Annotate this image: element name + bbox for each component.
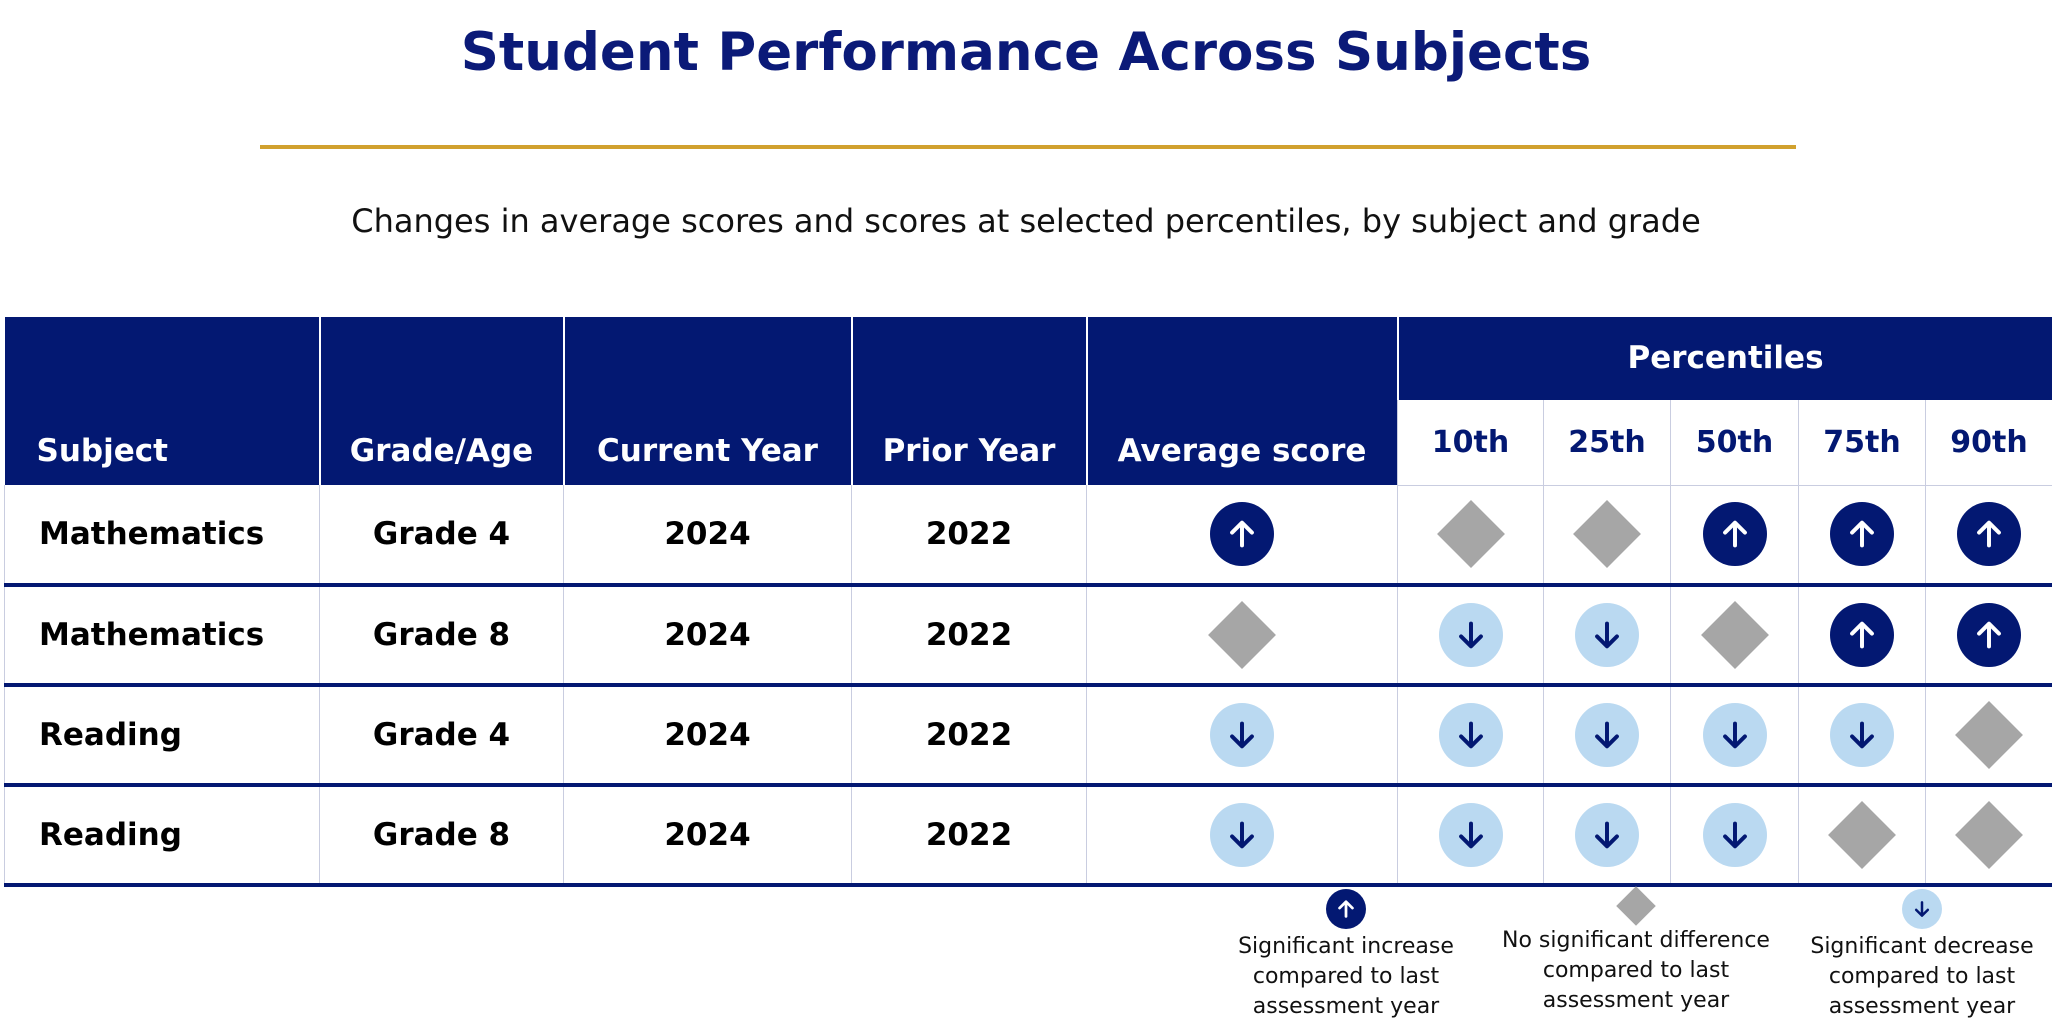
cell-average-score (1087, 785, 1398, 885)
arrow-up-icon (1830, 502, 1894, 566)
page-title: Student Performance Across Subjects (0, 22, 2052, 83)
arrow-down-icon (1575, 603, 1639, 667)
cell-p50 (1671, 485, 1799, 585)
cell-p25 (1544, 785, 1671, 885)
header-p25: 25th (1544, 400, 1671, 485)
cell-p50 (1671, 785, 1799, 885)
header-p10: 10th (1398, 400, 1544, 485)
cell-p75 (1799, 485, 1926, 585)
header-grade: Grade/Age (320, 317, 564, 485)
arrow-up-icon (1210, 502, 1274, 566)
legend-decrease: Significant decrease compared to last as… (1810, 886, 2034, 1022)
cell-p10 (1398, 785, 1544, 885)
arrow-up-icon (1326, 889, 1366, 929)
cell-prior-year: 2022 (852, 785, 1087, 885)
header-p75: 75th (1799, 400, 1926, 485)
cell-subject: Reading (5, 785, 320, 885)
cell-p75 (1799, 585, 1926, 685)
legend-decrease-label: Significant decrease compared to last as… (1810, 932, 2034, 1022)
page-subtitle: Changes in average scores and scores at … (0, 202, 2052, 240)
cell-grade: Grade 4 (320, 485, 564, 585)
legend-no-difference-label: No significant difference compared to la… (1500, 926, 1772, 1016)
cell-prior-year: 2022 (852, 685, 1087, 785)
cell-average-score (1087, 585, 1398, 685)
cell-p90 (1926, 685, 2052, 785)
diamond-icon (1955, 801, 2023, 869)
diamond-icon (1828, 801, 1896, 869)
cell-p25 (1544, 485, 1671, 585)
cell-p10 (1398, 485, 1544, 585)
arrow-down-icon (1439, 803, 1503, 867)
diamond-icon (1955, 701, 2023, 769)
cell-subject: Mathematics (5, 485, 320, 585)
header-average-score: Average score (1087, 317, 1398, 485)
header-subject: Subject (5, 317, 320, 485)
cell-p90 (1926, 485, 2052, 585)
cell-subject: Mathematics (5, 585, 320, 685)
cell-p10 (1398, 685, 1544, 785)
cell-p75 (1799, 685, 1926, 785)
cell-p90 (1926, 785, 2052, 885)
cell-p25 (1544, 685, 1671, 785)
cell-average-score (1087, 685, 1398, 785)
cell-average-score (1087, 485, 1398, 585)
arrow-down-icon (1575, 703, 1639, 767)
cell-prior-year: 2022 (852, 485, 1087, 585)
cell-grade: Grade 8 (320, 585, 564, 685)
cell-p25 (1544, 585, 1671, 685)
cell-p50 (1671, 685, 1799, 785)
results-table: Subject Grade/Age Current Year Prior Yea… (4, 317, 2052, 887)
arrow-down-icon (1703, 703, 1767, 767)
cell-current-year: 2024 (564, 785, 852, 885)
arrow-down-icon (1830, 703, 1894, 767)
diamond-icon (1208, 601, 1276, 669)
arrow-down-icon (1210, 803, 1274, 867)
legend-no-difference: No significant difference compared to la… (1500, 886, 1772, 1016)
cell-current-year: 2024 (564, 685, 852, 785)
header-prior-year: Prior Year (852, 317, 1087, 485)
diamond-icon (1701, 601, 1769, 669)
diamond-icon (1616, 886, 1656, 926)
cell-prior-year: 2022 (852, 585, 1087, 685)
cell-p75 (1799, 785, 1926, 885)
diamond-icon (1437, 500, 1505, 568)
cell-p90 (1926, 585, 2052, 685)
title-divider (260, 145, 1796, 149)
arrow-up-icon (1830, 603, 1894, 667)
cell-grade: Grade 8 (320, 785, 564, 885)
cell-subject: Reading (5, 685, 320, 785)
header-p50: 50th (1671, 400, 1799, 485)
arrow-down-icon (1210, 703, 1274, 767)
cell-grade: Grade 4 (320, 685, 564, 785)
arrow-up-icon (1957, 502, 2021, 566)
cell-current-year: 2024 (564, 485, 852, 585)
diamond-icon (1573, 500, 1641, 568)
legend-increase-label: Significant increase compared to last as… (1236, 932, 1456, 1022)
arrow-down-icon (1703, 803, 1767, 867)
cell-p10 (1398, 585, 1544, 685)
arrow-up-icon (1957, 603, 2021, 667)
cell-current-year: 2024 (564, 585, 852, 685)
arrow-down-icon (1439, 703, 1503, 767)
arrow-up-icon (1703, 502, 1767, 566)
header-current-year: Current Year (564, 317, 852, 485)
arrow-down-icon (1439, 603, 1503, 667)
arrow-down-icon (1575, 803, 1639, 867)
header-p90: 90th (1926, 400, 2052, 485)
cell-p50 (1671, 585, 1799, 685)
arrow-down-icon (1902, 889, 1942, 929)
legend-increase: Significant increase compared to last as… (1236, 886, 1456, 1022)
header-percentiles: Percentiles (1398, 317, 2052, 400)
